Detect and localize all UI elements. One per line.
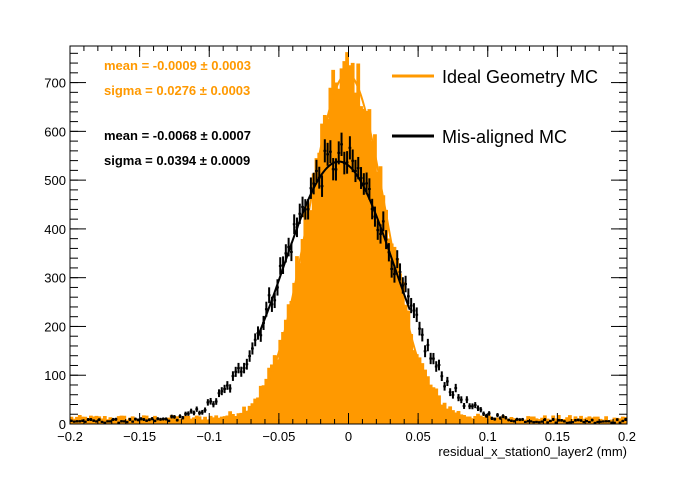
x-axis-label: residual_x_station0_layer2 (mm)	[438, 444, 627, 459]
fit-stat-line: sigma = 0.0394 ± 0.0009	[104, 153, 250, 168]
y-tick-label: 200	[44, 319, 66, 334]
y-tick-label: 600	[44, 124, 66, 139]
fit-stats-box: mean = -0.0009 ± 0.0003 sigma = 0.0276 ± …	[104, 58, 251, 168]
y-tick-label: 700	[44, 76, 66, 91]
x-tick-label: −0.2	[57, 429, 83, 444]
legend: Ideal Geometry MC Mis-aligned MC	[392, 67, 598, 147]
legend-label: Mis-aligned MC	[442, 127, 567, 147]
fit-stat-line: mean = -0.0009 ± 0.0003	[104, 58, 251, 73]
ideal-geometry-fit-curve	[236, 72, 459, 420]
x-tick-label: 0.15	[545, 429, 570, 444]
x-tick-label: −0.1	[196, 429, 222, 444]
x-tick-label: 0	[345, 429, 352, 444]
y-tick-label: 0	[59, 417, 66, 432]
y-tick-label: 400	[44, 222, 66, 237]
misaligned-gaussian-fit	[257, 160, 411, 337]
y-axis-ticks: 0 100 200 300 400 500 600 700	[44, 52, 627, 432]
y-tick-label: 100	[44, 368, 66, 383]
misaligned-fit-curve	[257, 160, 411, 337]
y-tick-label: 300	[44, 271, 66, 286]
misaligned-data-points	[70, 132, 627, 424]
fit-stat-line: mean = -0.0068 ± 0.0007	[104, 128, 251, 143]
legend-label: Ideal Geometry MC	[442, 67, 598, 87]
x-tick-label: −0.05	[262, 429, 295, 444]
x-tick-label: 0.05	[405, 429, 430, 444]
ideal-geometry-gaussian-fit	[236, 72, 459, 420]
y-tick-label: 500	[44, 173, 66, 188]
x-tick-label: 0.2	[618, 429, 636, 444]
x-tick-label: 0.1	[479, 429, 497, 444]
fit-stat-line: sigma = 0.0276 ± 0.0003	[104, 83, 250, 98]
x-axis-ticks: −0.2 −0.15 −0.1 −0.05 0 0.05 0.1 0.15 0.2	[57, 46, 636, 444]
x-tick-label: −0.15	[123, 429, 156, 444]
